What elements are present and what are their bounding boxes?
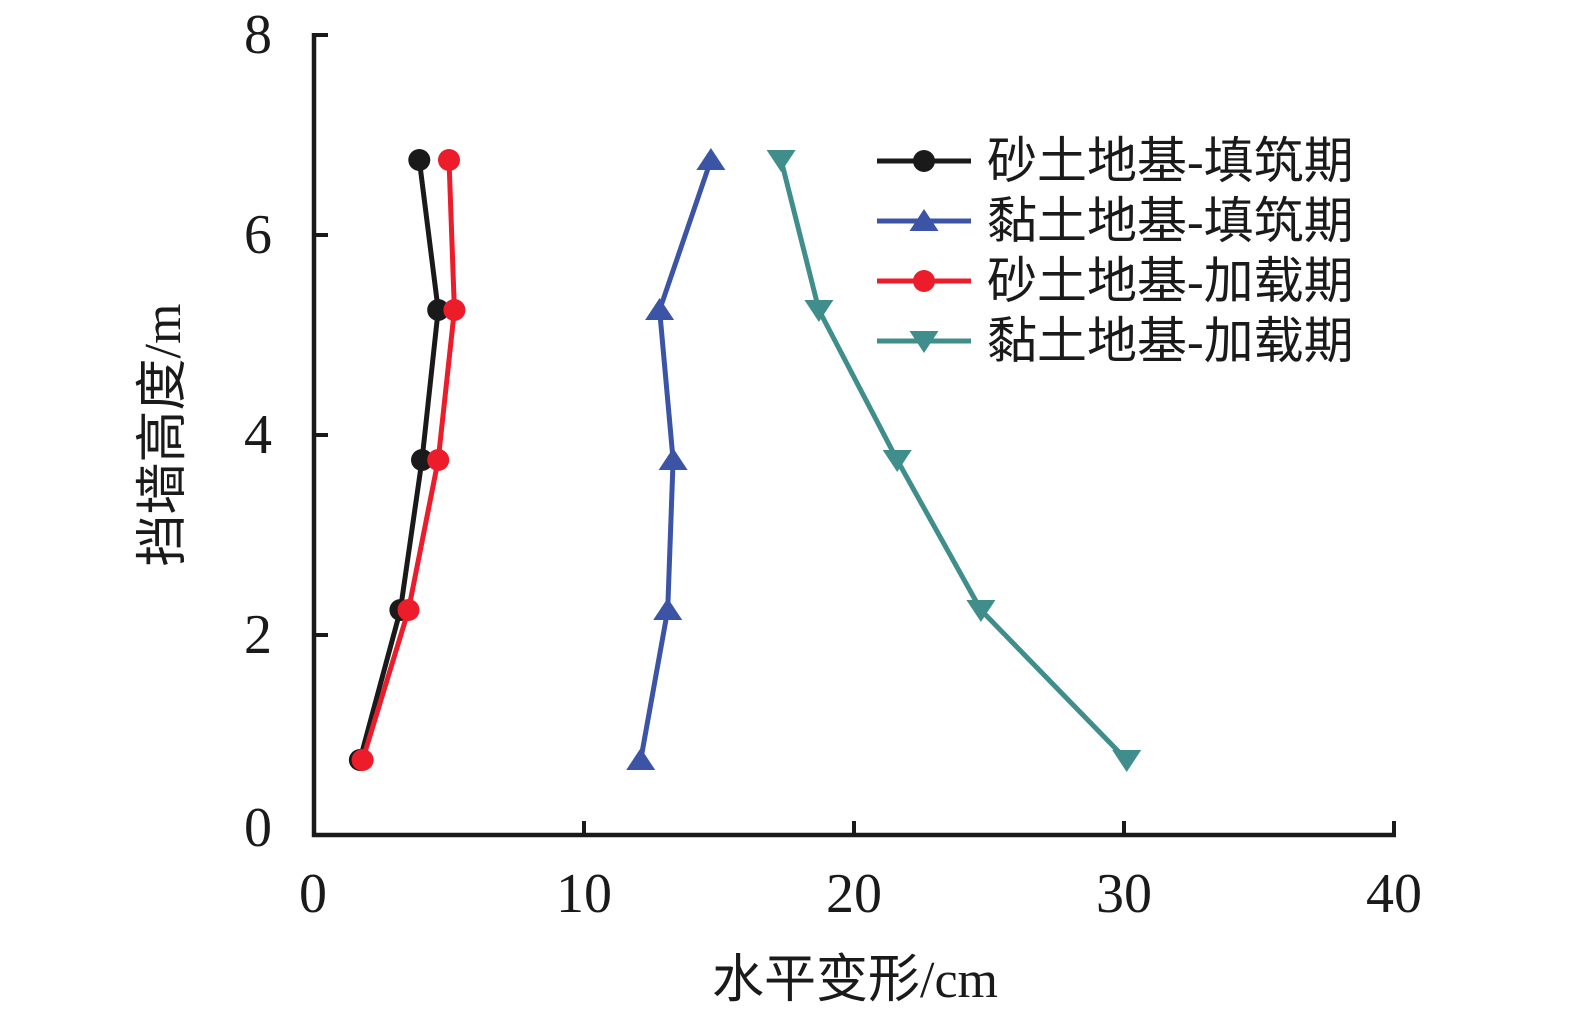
data-point-circle (913, 270, 935, 292)
data-point-triangle-down (766, 150, 796, 172)
x-axis-ticks (582, 821, 1396, 835)
data-point-triangle-up (653, 598, 683, 620)
series-2 (351, 149, 466, 771)
x-tick-40: 40 (1366, 863, 1422, 925)
y-tick-4: 4 (244, 404, 272, 466)
y-tick-0: 0 (244, 797, 272, 859)
series-line-3 (778, 157, 1130, 763)
data-point-circle (411, 449, 433, 471)
data-point-triangle-down (1112, 750, 1142, 772)
legend-key-2 (877, 270, 971, 292)
legend-label-clay-fill: 黏土地基-填筑期 (987, 193, 1354, 249)
legend-labels: 砂土地基-填筑期 黏土地基-填筑期 砂土地基-加载期 黏土地基-加载期 (987, 133, 1354, 369)
data-point-circle (408, 149, 431, 171)
series-3 (766, 150, 1142, 772)
y-tick-6: 6 (244, 204, 272, 266)
data-point-triangle-up (909, 209, 939, 231)
legend-key-1 (877, 209, 971, 231)
data-point-triangle-up (658, 448, 688, 470)
legend-label-sand-load: 砂土地基-加载期 (987, 253, 1354, 309)
x-tick-0: 0 (299, 863, 327, 925)
legend-label-clay-load: 黏土地基-加载期 (987, 313, 1354, 369)
y-axis-title: 挡墙高度/m (135, 304, 192, 567)
data-point-triangle-down (909, 331, 939, 353)
data-point-circle (427, 449, 450, 471)
axis-spines (311, 33, 1396, 838)
data-point-triangle-down (882, 450, 912, 472)
data-point-circle (351, 749, 374, 771)
y-tick-2: 2 (244, 604, 272, 666)
data-point-circle (427, 299, 450, 321)
legend-key-3 (877, 331, 971, 353)
series-layer (348, 148, 1142, 772)
data-point-triangle-up (626, 748, 656, 770)
data-point-triangle-up (696, 148, 726, 170)
data-point-circle (438, 149, 460, 171)
legend-label-sand-fill: 砂土地基-填筑期 (987, 133, 1354, 189)
legend-markers (877, 150, 971, 353)
x-axis-title: 水平变形/cm (712, 952, 998, 1009)
data-point-triangle-down (804, 300, 834, 322)
data-point-triangle-up (645, 298, 675, 320)
y-axis-tick-labels: 8 6 4 2 0 (244, 4, 272, 859)
data-point-circle (913, 150, 935, 172)
data-point-circle (443, 299, 466, 321)
y-tick-8: 8 (244, 4, 272, 66)
y-axis-ticks (314, 33, 328, 637)
legend-key-0 (877, 150, 971, 172)
data-point-circle (397, 599, 420, 621)
series-1 (626, 148, 726, 770)
x-tick-20: 20 (826, 863, 882, 925)
x-tick-10: 10 (556, 863, 612, 925)
data-point-triangle-down (966, 600, 996, 622)
x-axis-tick-labels: 0 10 20 30 40 (299, 863, 1422, 925)
x-tick-30: 30 (1096, 863, 1152, 925)
